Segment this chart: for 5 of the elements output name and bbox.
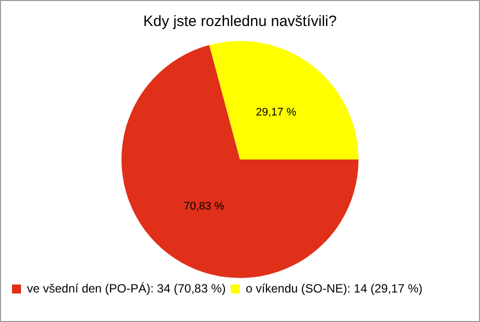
legend-label: ve všední den (PO-PÁ): 34 (70,83 %) — [27, 281, 226, 296]
chart-title: Kdy jste rozhlednu navštívili? — [143, 13, 337, 30]
legend-label: o víkendu (SO-NE): 14 (29,17 %) — [246, 281, 423, 296]
data-label: 29,17 % — [256, 106, 296, 119]
data-label: 70,83 % — [184, 200, 224, 213]
